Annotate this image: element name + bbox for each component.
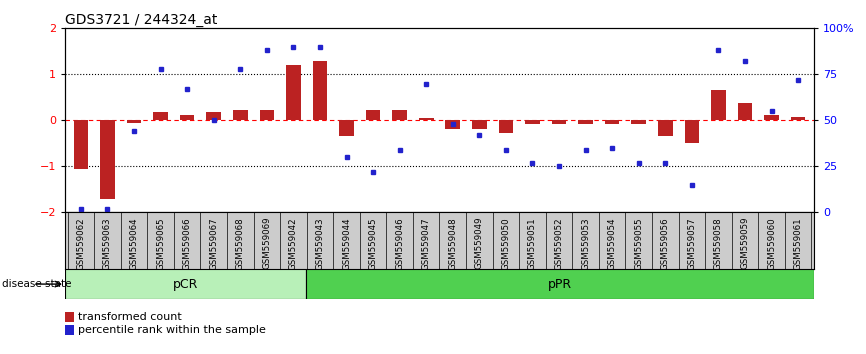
Bar: [499, 120, 514, 133]
Text: GSM559062: GSM559062: [76, 217, 86, 269]
Text: GSM559060: GSM559060: [767, 217, 776, 269]
Text: GSM559046: GSM559046: [395, 217, 404, 269]
Bar: [286, 65, 301, 120]
Text: percentile rank within the sample: percentile rank within the sample: [78, 325, 266, 335]
Text: GSM559042: GSM559042: [289, 217, 298, 269]
Bar: [206, 112, 221, 120]
Bar: [578, 120, 593, 124]
Bar: [313, 61, 327, 120]
Text: GSM559045: GSM559045: [369, 217, 378, 269]
Text: GSM559049: GSM559049: [475, 217, 484, 269]
Bar: [100, 120, 115, 199]
Text: GSM559065: GSM559065: [156, 217, 165, 269]
FancyBboxPatch shape: [65, 269, 306, 299]
Text: GSM559044: GSM559044: [342, 217, 351, 269]
Bar: [365, 110, 380, 120]
Bar: [738, 103, 753, 120]
Text: GSM559050: GSM559050: [501, 217, 510, 269]
Text: GSM559068: GSM559068: [236, 217, 245, 269]
Text: transformed count: transformed count: [78, 312, 182, 322]
Text: pCR: pCR: [172, 278, 198, 291]
Bar: [631, 120, 646, 124]
FancyBboxPatch shape: [306, 269, 814, 299]
Text: GSM559055: GSM559055: [634, 217, 643, 269]
Text: GSM559069: GSM559069: [262, 217, 271, 269]
Bar: [233, 110, 248, 120]
Bar: [445, 120, 460, 129]
Bar: [552, 120, 566, 124]
Bar: [764, 115, 779, 120]
Text: GSM559057: GSM559057: [688, 217, 696, 269]
Bar: [658, 120, 673, 137]
Text: GSM559043: GSM559043: [315, 217, 325, 269]
Bar: [419, 118, 434, 120]
Bar: [392, 110, 407, 120]
Text: GDS3721 / 244324_at: GDS3721 / 244324_at: [65, 13, 217, 27]
Text: GSM559058: GSM559058: [714, 217, 723, 269]
Text: GSM559047: GSM559047: [422, 217, 430, 269]
Text: GSM559054: GSM559054: [608, 217, 617, 269]
Text: GSM559066: GSM559066: [183, 217, 191, 269]
Text: GSM559059: GSM559059: [740, 217, 749, 269]
Text: disease state: disease state: [2, 279, 71, 289]
Bar: [260, 110, 275, 120]
Bar: [74, 120, 88, 169]
Text: GSM559048: GSM559048: [449, 217, 457, 269]
Bar: [153, 112, 168, 120]
Bar: [791, 117, 805, 120]
Text: pPR: pPR: [548, 278, 572, 291]
Text: GSM559067: GSM559067: [210, 217, 218, 269]
Text: GSM559064: GSM559064: [130, 217, 139, 269]
Text: GSM559056: GSM559056: [661, 217, 669, 269]
Bar: [525, 120, 540, 124]
Bar: [684, 120, 699, 143]
Bar: [339, 120, 354, 137]
Bar: [711, 91, 726, 120]
Bar: [180, 115, 195, 120]
Bar: [126, 120, 141, 123]
Text: GSM559061: GSM559061: [793, 217, 803, 269]
Bar: [472, 120, 487, 129]
Bar: [604, 120, 619, 124]
Text: GSM559051: GSM559051: [528, 217, 537, 269]
Text: GSM559053: GSM559053: [581, 217, 590, 269]
Text: GSM559052: GSM559052: [554, 217, 564, 269]
Text: GSM559063: GSM559063: [103, 217, 112, 269]
